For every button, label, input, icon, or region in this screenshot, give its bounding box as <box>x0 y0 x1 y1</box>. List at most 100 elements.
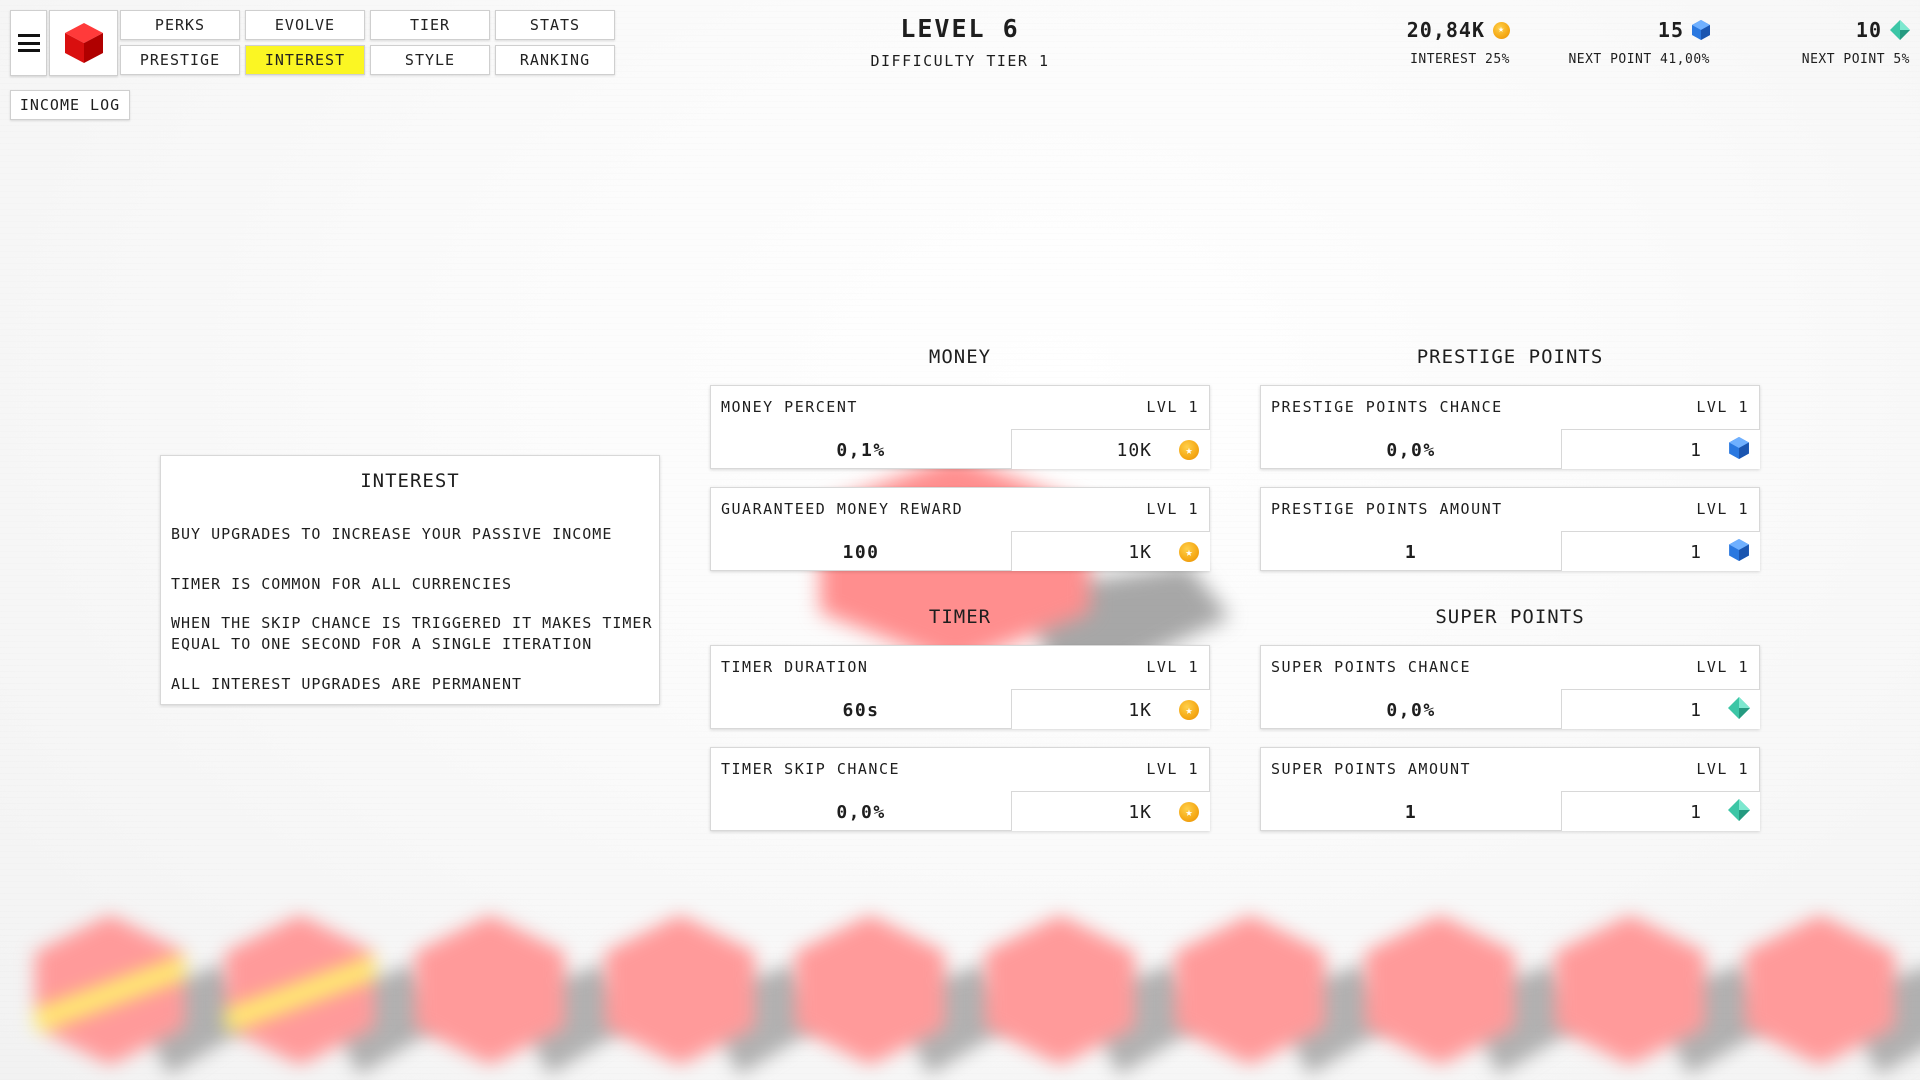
money-amount: 20,84K <box>1406 18 1485 42</box>
prestige-currency: 15 NEXT POINT 41,00% <box>1550 18 1710 67</box>
prestige-amount: 15 <box>1657 18 1684 42</box>
cost-currency: ★ <box>1178 699 1200 721</box>
buy-upgrade-button[interactable]: 1 <box>1561 531 1760 571</box>
blue-gem-icon <box>1692 20 1710 40</box>
menu-button[interactable] <box>10 10 47 76</box>
upgrade-name: SUPER POINTS AMOUNT <box>1271 760 1472 778</box>
upgrade-value: 0,0% <box>1386 440 1436 461</box>
coin-icon: ★ <box>1179 542 1199 562</box>
upgrade-level: LVL 1 <box>1696 398 1749 416</box>
money-currency: 20,84K ★ INTEREST 25% <box>1380 18 1510 67</box>
upgrade-card-prestige-points-amount: PRESTIGE POINTS AMOUNT LVL 1 1 1 <box>1260 487 1760 571</box>
super-section-title: SUPER POINTS <box>1435 606 1585 628</box>
upgrade-level: LVL 1 <box>1146 760 1199 778</box>
upgrade-level: LVL 1 <box>1146 398 1199 416</box>
info-text-4: ALL INTEREST UPGRADES ARE PERMANENT <box>171 675 523 693</box>
upgrade-value: 0,0% <box>1386 700 1436 721</box>
upgrade-value: 1 <box>1404 542 1418 563</box>
upgrade-value: 60s <box>842 700 880 721</box>
interest-info-panel: INTEREST BUY UPGRADES TO INCREASE YOUR P… <box>160 455 660 705</box>
upgrade-cost: 1K <box>1128 700 1152 721</box>
tab-tier[interactable]: TIER <box>370 10 490 40</box>
info-text-3: WHEN THE SKIP CHANCE IS TRIGGERED IT MAK… <box>171 614 653 653</box>
upgrade-level: LVL 1 <box>1696 658 1749 676</box>
hamburger-icon <box>17 34 40 52</box>
cost-currency: ★ <box>1178 439 1200 461</box>
upgrade-name: PRESTIGE POINTS AMOUNT <box>1271 500 1503 518</box>
buy-upgrade-button[interactable]: 1K ★ <box>1011 689 1210 729</box>
upgrade-card-timer-skip-chance: TIMER SKIP CHANCE LVL 1 0,0% 1K ★ <box>710 747 1210 831</box>
buy-upgrade-button[interactable]: 1 <box>1561 791 1760 831</box>
level-title: LEVEL 6 <box>900 14 1020 43</box>
upgrade-card-prestige-points-chance: PRESTIGE POINTS CHANCE LVL 1 0,0% 1 <box>1260 385 1760 469</box>
upgrade-card-guaranteed-money-reward: GUARANTEED MONEY REWARD LVL 1 100 1K ★ <box>710 487 1210 571</box>
tab-interest[interactable]: INTEREST <box>245 45 365 75</box>
info-text-1: BUY UPGRADES TO INCREASE YOUR PASSIVE IN… <box>171 525 613 543</box>
tab-ranking[interactable]: RANKING <box>495 45 615 75</box>
money-interest-label: INTEREST 25% <box>1410 52 1510 67</box>
upgrade-level: LVL 1 <box>1146 500 1199 518</box>
upgrade-cost: 1 <box>1690 700 1702 721</box>
upgrade-card-money-percent: MONEY PERCENT LVL 1 0,1% 10K ★ <box>710 385 1210 469</box>
green-diamond-icon <box>1728 799 1750 825</box>
upgrade-value: 100 <box>842 542 880 563</box>
level-header: LEVEL 6 DIFFICULTY TIER 1 <box>860 14 1060 70</box>
cost-currency <box>1728 799 1750 825</box>
cost-currency <box>1728 437 1750 463</box>
red-cube-icon <box>64 23 103 63</box>
upgrade-card-super-points-amount: SUPER POINTS AMOUNT LVL 1 1 1 <box>1260 747 1760 831</box>
upgrade-value: 0,1% <box>836 440 886 461</box>
tab-prestige[interactable]: PRESTIGE <box>120 45 240 75</box>
tab-style[interactable]: STYLE <box>370 45 490 75</box>
upgrade-name: MONEY PERCENT <box>721 398 858 416</box>
upgrade-level: LVL 1 <box>1146 658 1199 676</box>
tab-perks[interactable]: PERKS <box>120 10 240 40</box>
green-diamond-icon <box>1890 20 1910 40</box>
difficulty-tier: DIFFICULTY TIER 1 <box>870 52 1050 70</box>
upgrade-cost: 10K <box>1116 440 1152 461</box>
buy-upgrade-button[interactable]: 1K ★ <box>1011 531 1210 571</box>
coin-icon: ★ <box>1179 700 1199 720</box>
blue-gem-icon <box>1729 539 1749 565</box>
super-amount: 10 <box>1855 18 1882 42</box>
logo-button[interactable] <box>49 10 118 76</box>
upgrade-card-super-points-chance: SUPER POINTS CHANCE LVL 1 0,0% 1 <box>1260 645 1760 729</box>
upgrade-name: TIMER DURATION <box>721 658 869 676</box>
upgrade-name: GUARANTEED MONEY REWARD <box>721 500 964 518</box>
buy-upgrade-button[interactable]: 1K ★ <box>1011 791 1210 831</box>
upgrade-cost: 1K <box>1128 802 1152 823</box>
upgrade-cost: 1K <box>1128 542 1152 563</box>
cost-currency <box>1728 697 1750 723</box>
cost-currency: ★ <box>1178 801 1200 823</box>
upgrade-value: 0,0% <box>836 802 886 823</box>
super-next-point-label: NEXT POINT 5% <box>1801 52 1910 67</box>
upgrade-level: LVL 1 <box>1696 500 1749 518</box>
upgrade-level: LVL 1 <box>1696 760 1749 778</box>
coin-icon: ★ <box>1493 21 1510 39</box>
tab-stats[interactable]: STATS <box>495 10 615 40</box>
info-title: INTEREST <box>360 470 460 492</box>
coin-icon: ★ <box>1179 802 1199 822</box>
tab-evolve[interactable]: EVOLVE <box>245 10 365 40</box>
upgrade-name: PRESTIGE POINTS CHANCE <box>1271 398 1503 416</box>
upgrade-name: TIMER SKIP CHANCE <box>721 760 901 778</box>
coin-icon: ★ <box>1179 440 1199 460</box>
green-diamond-icon <box>1728 697 1750 723</box>
upgrade-cost: 1 <box>1690 542 1702 563</box>
buy-upgrade-button[interactable]: 1 <box>1561 429 1760 469</box>
upgrade-name: SUPER POINTS CHANCE <box>1271 658 1472 676</box>
money-section-title: MONEY <box>928 346 992 368</box>
timer-section-title: TIMER <box>928 606 992 628</box>
upgrade-value: 1 <box>1404 802 1418 823</box>
buy-upgrade-button[interactable]: 1 <box>1561 689 1760 729</box>
income-log-button[interactable]: INCOME LOG <box>10 90 130 120</box>
cost-currency: ★ <box>1178 541 1200 563</box>
prestige-section-title: PRESTIGE POINTS <box>1416 346 1604 368</box>
blue-gem-icon <box>1729 437 1749 463</box>
upgrade-card-timer-duration: TIMER DURATION LVL 1 60s 1K ★ <box>710 645 1210 729</box>
upgrade-cost: 1 <box>1690 802 1702 823</box>
prestige-next-point-label: NEXT POINT 41,00% <box>1568 52 1710 67</box>
buy-upgrade-button[interactable]: 10K ★ <box>1011 429 1210 469</box>
info-text-2: TIMER IS COMMON FOR ALL CURRENCIES <box>171 575 513 593</box>
upgrade-cost: 1 <box>1690 440 1702 461</box>
